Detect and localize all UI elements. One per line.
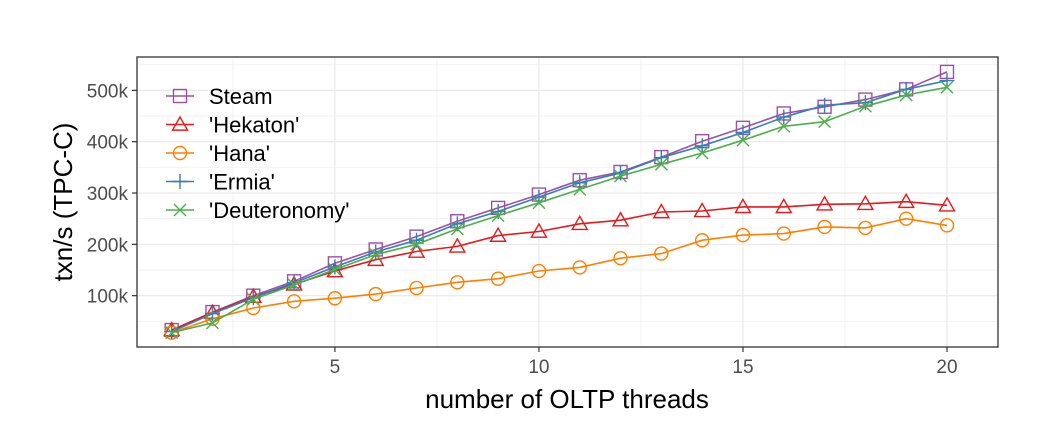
legend-key-marker bbox=[172, 88, 188, 104]
series-4 bbox=[165, 80, 954, 340]
data-point bbox=[204, 306, 220, 322]
legend-key-marker bbox=[172, 145, 188, 161]
data-point bbox=[694, 233, 710, 248]
data-point bbox=[939, 73, 955, 89]
data-point bbox=[530, 222, 548, 238]
data-point bbox=[409, 280, 424, 296]
legend-item: 'Hekaton' bbox=[166, 113, 299, 138]
data-point bbox=[856, 194, 875, 211]
data-point bbox=[899, 88, 913, 102]
data-point bbox=[286, 294, 302, 309]
data-point bbox=[736, 133, 750, 147]
legend: Steam 'Hekaton' 'Hana' 'Ermia' 'Deuteronomy' bbox=[166, 84, 349, 223]
data-point bbox=[572, 260, 587, 275]
y-tick-label: 400k bbox=[87, 133, 129, 154]
data-point bbox=[613, 165, 629, 181]
data-point bbox=[571, 214, 589, 231]
data-point bbox=[775, 197, 793, 214]
data-point bbox=[611, 211, 630, 227]
legend-label: Steam bbox=[209, 84, 273, 109]
data-point bbox=[776, 109, 792, 125]
data-point bbox=[368, 286, 383, 302]
data-point bbox=[410, 237, 424, 251]
y-tick-label: 300k bbox=[87, 184, 129, 205]
data-point bbox=[165, 326, 179, 340]
data-point bbox=[448, 237, 467, 253]
data-point bbox=[328, 263, 342, 276]
legend-label: 'Deuteronomy' bbox=[209, 198, 349, 223]
data-point bbox=[858, 220, 873, 236]
data-point bbox=[205, 316, 219, 330]
data-point bbox=[246, 292, 260, 306]
data-point bbox=[369, 248, 383, 262]
legend-label: 'Hekaton' bbox=[209, 113, 299, 138]
legend-item: 'Deuteronomy' bbox=[166, 198, 349, 223]
data-point bbox=[939, 218, 955, 233]
data-point bbox=[817, 219, 832, 235]
legend-item: Steam bbox=[166, 84, 273, 109]
data-point bbox=[614, 169, 628, 183]
data-point bbox=[735, 124, 751, 140]
series-2 bbox=[164, 211, 955, 340]
data-point bbox=[776, 226, 791, 241]
data-point bbox=[490, 271, 506, 286]
data-point bbox=[694, 138, 710, 154]
data-point bbox=[491, 209, 505, 223]
data-point bbox=[450, 275, 465, 290]
data-point bbox=[654, 157, 668, 171]
legend-label: 'Hana' bbox=[209, 141, 270, 166]
data-point bbox=[653, 150, 669, 166]
x-tick-label: 5 bbox=[330, 357, 341, 378]
series-line bbox=[171, 86, 948, 334]
legend-key-marker bbox=[171, 115, 189, 131]
y-tick-label: 100k bbox=[87, 287, 129, 308]
data-point bbox=[407, 242, 426, 258]
data-point bbox=[531, 263, 547, 279]
data-point bbox=[777, 119, 791, 133]
legend-item: 'Ermia' bbox=[166, 170, 275, 195]
data-point bbox=[693, 202, 711, 218]
data-point bbox=[368, 244, 384, 260]
data-point bbox=[572, 175, 588, 191]
series-line bbox=[171, 79, 948, 333]
data-point bbox=[532, 196, 546, 210]
data-point bbox=[898, 211, 914, 226]
data-point bbox=[818, 115, 832, 129]
y-tick-label: 200k bbox=[87, 235, 129, 256]
data-point bbox=[815, 195, 834, 211]
data-point bbox=[858, 99, 872, 113]
data-point bbox=[857, 95, 873, 111]
data-point bbox=[695, 146, 709, 160]
data-point bbox=[613, 251, 628, 266]
data-point bbox=[735, 227, 751, 243]
legend-label: 'Ermia' bbox=[209, 170, 275, 195]
data-point bbox=[817, 97, 833, 113]
x-axis: 5 10 15 20 bbox=[330, 347, 958, 378]
data-point bbox=[450, 222, 464, 236]
x-tick-label: 15 bbox=[732, 357, 753, 378]
x-tick-label: 20 bbox=[936, 357, 957, 378]
plot-panel-border bbox=[136, 56, 999, 348]
data-point bbox=[573, 182, 587, 196]
data-point bbox=[652, 203, 671, 219]
x-tick-label: 10 bbox=[528, 357, 549, 378]
data-point bbox=[940, 80, 954, 94]
data-point bbox=[734, 197, 752, 214]
data-point bbox=[327, 291, 343, 306]
legend-item: 'Hana' bbox=[166, 141, 270, 166]
data-point bbox=[287, 278, 301, 292]
series-layer bbox=[162, 64, 956, 340]
data-point bbox=[654, 246, 669, 261]
y-axis: 100k 200k 300k 400k 500k bbox=[87, 81, 137, 308]
data-point bbox=[897, 192, 915, 209]
x-axis-title: number of OLTP threads bbox=[425, 384, 709, 414]
data-point bbox=[938, 196, 956, 212]
data-point bbox=[489, 226, 507, 242]
legend-key-marker bbox=[173, 203, 187, 217]
y-tick-label: 500k bbox=[87, 81, 129, 102]
legend-key-marker bbox=[172, 174, 188, 189]
y-axis-title: txn/s (TPC-C) bbox=[48, 123, 78, 282]
